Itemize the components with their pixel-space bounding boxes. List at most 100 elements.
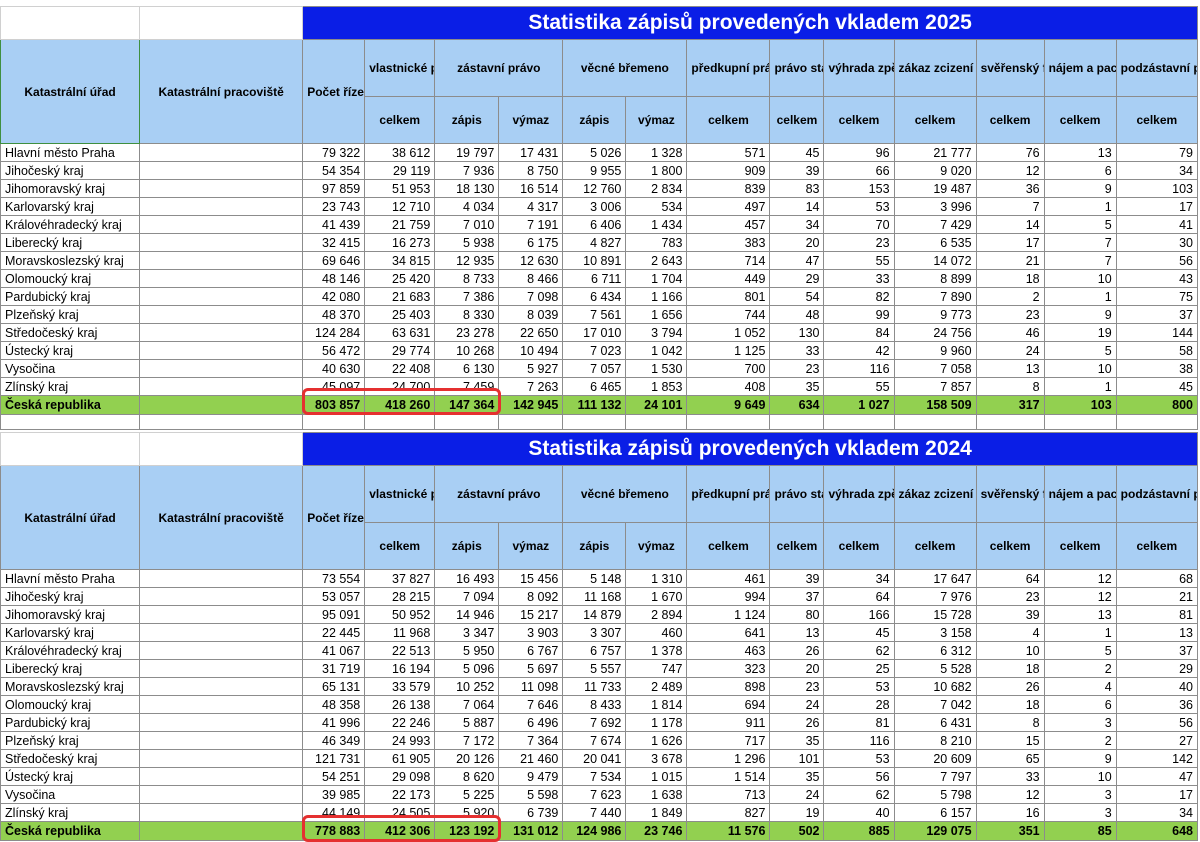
total-value-cell[interactable]: 418 260 bbox=[364, 395, 436, 415]
region-cell[interactable]: Olomoucký kraj bbox=[0, 269, 141, 288]
value-cell[interactable]: 69 646 bbox=[302, 251, 366, 270]
value-cell[interactable]: 9 bbox=[1043, 179, 1117, 198]
value-cell[interactable]: 20 126 bbox=[434, 749, 500, 768]
value-cell[interactable]: 6 757 bbox=[562, 641, 627, 660]
value-cell[interactable]: 6 767 bbox=[498, 641, 564, 660]
value-cell[interactable]: 1 296 bbox=[686, 749, 771, 768]
subheader-zapis[interactable]: zápis bbox=[562, 96, 627, 144]
value-cell[interactable]: 45 bbox=[823, 623, 895, 642]
subheader-celkem[interactable]: celkem bbox=[1043, 96, 1117, 144]
value-cell[interactable]: 16 bbox=[975, 803, 1045, 822]
value-cell[interactable]: 36 bbox=[1115, 695, 1199, 714]
total-value-cell[interactable]: 1 027 bbox=[823, 395, 895, 415]
value-cell[interactable]: 1 015 bbox=[625, 767, 688, 786]
header-najem-a-pacht[interactable]: nájem a pacht bbox=[1043, 465, 1117, 523]
pracoviste-cell[interactable] bbox=[139, 143, 304, 162]
value-cell[interactable]: 1 434 bbox=[625, 215, 688, 234]
value-cell[interactable]: 2 834 bbox=[625, 179, 688, 198]
subheader-celkem[interactable]: celkem bbox=[893, 96, 977, 144]
value-cell[interactable]: 28 bbox=[823, 695, 895, 714]
pracoviste-cell[interactable] bbox=[139, 767, 304, 786]
total-value-cell[interactable]: 124 986 bbox=[562, 821, 627, 841]
value-cell[interactable]: 1 514 bbox=[686, 767, 771, 786]
value-cell[interactable]: 747 bbox=[625, 659, 688, 678]
header-zastavni-pravo[interactable]: zástavní právo bbox=[434, 465, 564, 523]
value-cell[interactable]: 3 bbox=[1043, 713, 1117, 732]
empty-cell[interactable] bbox=[893, 414, 977, 430]
value-cell[interactable]: 81 bbox=[823, 713, 895, 732]
region-cell[interactable]: Jihomoravský kraj bbox=[0, 179, 141, 198]
header-zastavni-pravo[interactable]: zástavní právo bbox=[434, 39, 564, 97]
value-cell[interactable]: 3 996 bbox=[893, 197, 977, 216]
value-cell[interactable]: 5 798 bbox=[893, 785, 977, 804]
value-cell[interactable]: 65 bbox=[975, 749, 1045, 768]
total-value-cell[interactable]: 123 192 bbox=[434, 821, 500, 841]
value-cell[interactable]: 53 bbox=[823, 677, 895, 696]
total-value-cell[interactable]: 502 bbox=[769, 821, 825, 841]
value-cell[interactable]: 9 bbox=[1043, 305, 1117, 324]
pracoviste-cell[interactable] bbox=[139, 341, 304, 360]
total-value-cell[interactable]: 885 bbox=[823, 821, 895, 841]
header-pravo-stavby[interactable]: právo stavby bbox=[769, 39, 825, 97]
total-value-cell[interactable]: 11 576 bbox=[686, 821, 771, 841]
value-cell[interactable]: 21 683 bbox=[364, 287, 436, 306]
empty-cell[interactable] bbox=[625, 414, 688, 430]
value-cell[interactable]: 783 bbox=[625, 233, 688, 252]
value-cell[interactable]: 56 bbox=[1115, 713, 1199, 732]
value-cell[interactable]: 5 096 bbox=[434, 659, 500, 678]
empty-cell[interactable] bbox=[0, 414, 141, 430]
value-cell[interactable]: 17 431 bbox=[498, 143, 564, 162]
total-value-cell[interactable]: 634 bbox=[769, 395, 825, 415]
value-cell[interactable]: 20 041 bbox=[562, 749, 627, 768]
value-cell[interactable]: 19 487 bbox=[893, 179, 977, 198]
total-value-cell[interactable]: 351 bbox=[975, 821, 1045, 841]
subheader-celkem[interactable]: celkem bbox=[1043, 522, 1117, 570]
value-cell[interactable]: 14 072 bbox=[893, 251, 977, 270]
value-cell[interactable]: 7 023 bbox=[562, 341, 627, 360]
value-cell[interactable]: 40 bbox=[1115, 677, 1199, 696]
subheader-celkem[interactable]: celkem bbox=[823, 522, 895, 570]
value-cell[interactable]: 20 bbox=[769, 233, 825, 252]
value-cell[interactable]: 64 bbox=[975, 569, 1045, 588]
subheader-celkem[interactable]: celkem bbox=[686, 96, 771, 144]
pracoviste-cell[interactable] bbox=[139, 569, 304, 588]
value-cell[interactable]: 5 950 bbox=[434, 641, 500, 660]
value-cell[interactable]: 1 670 bbox=[625, 587, 688, 606]
value-cell[interactable]: 5 148 bbox=[562, 569, 627, 588]
value-cell[interactable]: 33 579 bbox=[364, 677, 436, 696]
value-cell[interactable]: 1 378 bbox=[625, 641, 688, 660]
value-cell[interactable]: 6 312 bbox=[893, 641, 977, 660]
value-cell[interactable]: 5 557 bbox=[562, 659, 627, 678]
value-cell[interactable]: 5 598 bbox=[498, 785, 564, 804]
value-cell[interactable]: 14 bbox=[769, 197, 825, 216]
value-cell[interactable]: 1 bbox=[1043, 287, 1117, 306]
value-cell[interactable]: 24 993 bbox=[364, 731, 436, 750]
value-cell[interactable]: 30 bbox=[1115, 233, 1199, 252]
value-cell[interactable]: 8 899 bbox=[893, 269, 977, 288]
value-cell[interactable]: 909 bbox=[686, 161, 771, 180]
value-cell[interactable]: 2 643 bbox=[625, 251, 688, 270]
pracoviste-cell[interactable] bbox=[139, 377, 304, 396]
value-cell[interactable]: 34 bbox=[1115, 161, 1199, 180]
value-cell[interactable]: 1 853 bbox=[625, 377, 688, 396]
value-cell[interactable]: 24 bbox=[769, 785, 825, 804]
value-cell[interactable]: 33 bbox=[769, 341, 825, 360]
region-cell[interactable]: Olomoucký kraj bbox=[0, 695, 141, 714]
value-cell[interactable]: 8 620 bbox=[434, 767, 500, 786]
value-cell[interactable]: 827 bbox=[686, 803, 771, 822]
header-predkupni-pravo[interactable]: předkupní právo bbox=[686, 465, 771, 523]
value-cell[interactable]: 10 bbox=[1043, 359, 1117, 378]
value-cell[interactable]: 24 bbox=[975, 341, 1045, 360]
total-value-cell[interactable]: 778 883 bbox=[302, 821, 366, 841]
value-cell[interactable]: 10 494 bbox=[498, 341, 564, 360]
value-cell[interactable]: 7 692 bbox=[562, 713, 627, 732]
value-cell[interactable]: 5 225 bbox=[434, 785, 500, 804]
total-value-cell[interactable]: 24 101 bbox=[625, 395, 688, 415]
value-cell[interactable]: 9 773 bbox=[893, 305, 977, 324]
value-cell[interactable]: 51 953 bbox=[364, 179, 436, 198]
value-cell[interactable]: 44 149 bbox=[302, 803, 366, 822]
pracoviste-cell[interactable] bbox=[139, 749, 304, 768]
value-cell[interactable]: 16 493 bbox=[434, 569, 500, 588]
region-cell[interactable]: Královéhradecký kraj bbox=[0, 215, 141, 234]
value-cell[interactable]: 40 630 bbox=[302, 359, 366, 378]
